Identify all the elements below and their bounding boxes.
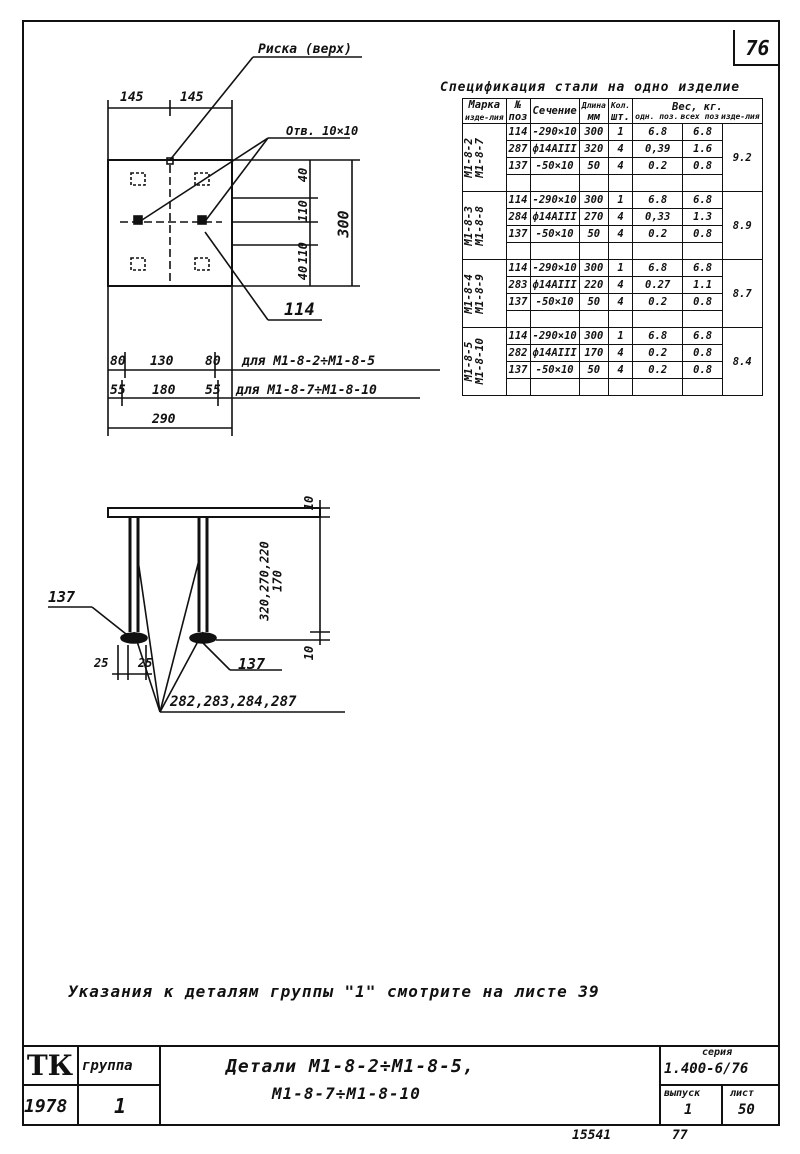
- spec-cell-w1: 0,39: [632, 140, 684, 158]
- spec-row: 287 ф14АIII 320 4 0,39 1.6: [463, 140, 763, 158]
- elev-part-right: 137: [238, 655, 266, 673]
- spec-row: 282 ф14АIII 170 4 0.2 0.8: [463, 344, 763, 362]
- spec-cell-length: 320: [578, 140, 609, 158]
- spec-row-empty: [463, 242, 763, 260]
- elev-part-left: 137: [48, 588, 76, 606]
- spec-title: Спецификация стали на одно изделие: [440, 80, 741, 95]
- spec-cell-section: -290×10: [529, 191, 580, 209]
- hole-label: Отв. 10×10: [286, 124, 359, 138]
- spec-cell-length: 50: [578, 225, 609, 243]
- spec-cell-pos: 114: [505, 327, 531, 345]
- title-block: [22, 1045, 780, 1126]
- elev-dim-b: 25: [138, 656, 153, 670]
- row1-b: 130: [150, 354, 174, 369]
- spec-row: 137 -50×10 50 4 0.2 0.8: [463, 225, 763, 243]
- bars-label: 282,283,284,287: [170, 694, 297, 710]
- spec-cell-pos: 137: [505, 157, 531, 175]
- spec-cell-length: 270: [578, 208, 609, 226]
- spec-cell-length: 50: [578, 293, 609, 311]
- spec-cell-length: 300: [578, 123, 609, 141]
- spec-cell-pos: 137: [505, 361, 531, 379]
- spec-cell-length: 220: [578, 276, 609, 294]
- series-label: серия: [702, 1047, 733, 1058]
- spec-cell-length: 50: [578, 361, 609, 379]
- spec-row: 137 -50×10 50 4 0.2 0.8: [463, 293, 763, 311]
- sheet-corner-number: 76: [733, 30, 780, 66]
- group-number: 1: [114, 1094, 127, 1118]
- spec-cell-w1: 0.2: [632, 361, 684, 379]
- issue-label: выпуск: [664, 1088, 701, 1099]
- spec-cell-qty: 4: [607, 140, 634, 158]
- spec-table: Марка изде-лия № поз Сечение Длина мм Кол. ш…: [462, 98, 763, 396]
- row2-c: 55: [205, 383, 221, 398]
- year: 1978: [24, 1096, 68, 1117]
- hdr-pos: № поз: [505, 98, 531, 124]
- row1-note: для М1-8-2÷М1-8-5: [242, 354, 376, 369]
- spec-cell-w1: 0,33: [632, 208, 684, 226]
- dim-top-left: 145: [120, 90, 144, 105]
- spec-cell-pos: 114: [505, 191, 531, 209]
- spec-cell-w1: 0.2: [632, 344, 684, 362]
- row2-b: 180: [152, 383, 176, 398]
- spec-cell-w2: 0.8: [682, 225, 723, 243]
- spec-mark-cell: М1-8-5 М1-8-10: [462, 327, 507, 396]
- spec-empty-cell: [682, 378, 723, 396]
- spec-row-empty: [463, 310, 763, 328]
- row1-a: 80: [110, 354, 126, 369]
- spec-empty-cell: [607, 378, 634, 396]
- group-label: группа: [82, 1058, 133, 1074]
- elev-dim-a: 25: [94, 656, 109, 670]
- note-text: Указания к деталям группы "1" смотрите н…: [68, 982, 600, 1001]
- dim-top-right: 145: [180, 90, 204, 105]
- hdr-weight: Вес, кг. одн. поз. всех поз изде-лия: [632, 98, 763, 124]
- drawing-frame: [22, 20, 780, 1126]
- spec-row: М1-8-5 М1-8-10 114 -290×10 300 1 6.8 6.8 8.4: [462, 327, 763, 396]
- spec-mark-cell: М1-8-3 М1-8-8: [462, 191, 507, 260]
- spec-cell-section: -50×10: [529, 293, 580, 311]
- spec-row: М1-8-3 М1-8-8 114 -290×10 300 1 6.8 6.8 8.9: [462, 191, 763, 260]
- spec-cell-w2: 6.8: [682, 259, 723, 277]
- spec-item-weight: 8.4: [721, 327, 763, 396]
- spec-cell-section: ф14АIII: [529, 276, 580, 294]
- spec-mark-cell: М1-8-2 М1-8-7: [462, 123, 507, 192]
- tk-logo: ТК: [26, 1049, 74, 1082]
- series-value: 1.400-6/76: [664, 1061, 749, 1077]
- title-line-2: М1-8-7÷М1-8-10: [272, 1084, 421, 1103]
- spec-cell-w2: 1.3: [682, 208, 723, 226]
- spec-empty-cell: [529, 378, 580, 396]
- footer-inventory-number: 15541: [572, 1128, 612, 1143]
- spec-item-weight: 8.9: [721, 191, 763, 260]
- row1-c: 80: [205, 354, 221, 369]
- issue-value: 1: [684, 1102, 693, 1118]
- spec-cell-qty: 4: [607, 276, 634, 294]
- riser-top-label: Риска (верх): [258, 42, 352, 57]
- part-114-label: 114: [284, 300, 315, 320]
- spec-cell-w2: 0.8: [682, 344, 723, 362]
- row2-a: 55: [110, 383, 126, 398]
- spec-cell-w1: 0.2: [632, 225, 684, 243]
- spec-mark-cell: М1-8-4 М1-8-9: [462, 259, 507, 328]
- title-line-1: Детали М1-8-2÷М1-8-5,: [226, 1056, 475, 1077]
- footer-page-number: 77: [672, 1128, 688, 1143]
- spec-cell-w2: 0.8: [682, 293, 723, 311]
- spec-cell-pos: 114: [505, 123, 531, 141]
- spec-empty-cell: [632, 378, 684, 396]
- total-width: 290: [152, 412, 176, 427]
- sheet-value: 50: [738, 1102, 755, 1118]
- spec-cell-pos: 287: [505, 140, 531, 158]
- hdr-qty: Кол. шт.: [607, 98, 634, 124]
- spec-row-empty: [463, 378, 763, 396]
- spec-cell-section: ф14АIII: [529, 140, 580, 158]
- row2-note: для М1-8-7÷М1-8-10: [236, 383, 377, 398]
- spec-row: 137 -50×10 50 4 0.2 0.8: [463, 361, 763, 379]
- sheet-label: лист: [730, 1088, 755, 1099]
- spec-row: 284 ф14АIII 270 4 0,33 1.3: [463, 208, 763, 226]
- spec-row-empty: [463, 174, 763, 192]
